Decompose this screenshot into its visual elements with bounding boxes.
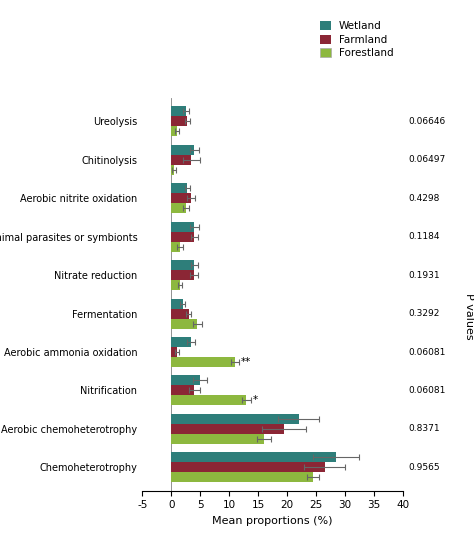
Text: 0.9565: 0.9565	[408, 463, 440, 472]
Bar	[171, 232, 194, 241]
Bar	[171, 347, 177, 357]
Bar	[171, 396, 246, 405]
Text: **: **	[241, 357, 251, 367]
Bar	[171, 462, 325, 473]
Bar	[171, 183, 187, 193]
Legend: Wetland, Farmland, Forestland: Wetland, Farmland, Forestland	[316, 17, 398, 62]
Bar	[171, 241, 180, 252]
Text: 0.06646: 0.06646	[408, 117, 446, 126]
Bar	[171, 424, 284, 434]
Bar	[171, 414, 299, 424]
Bar	[171, 144, 194, 155]
Text: 0.3292: 0.3292	[408, 309, 439, 318]
Text: 0.06081: 0.06081	[408, 348, 446, 356]
Text: 0.1184: 0.1184	[408, 232, 439, 241]
Bar	[171, 270, 194, 280]
Bar	[171, 193, 191, 203]
Text: 0.8371: 0.8371	[408, 425, 440, 433]
Bar	[171, 318, 197, 329]
Bar	[171, 337, 191, 347]
Text: *: *	[253, 396, 258, 405]
Bar	[171, 376, 200, 385]
Bar	[171, 308, 189, 318]
Bar	[171, 299, 183, 308]
Bar	[171, 155, 191, 165]
Bar	[171, 385, 194, 396]
X-axis label: Mean proportions (%): Mean proportions (%)	[212, 516, 333, 526]
Bar	[171, 116, 187, 126]
Bar	[171, 106, 186, 116]
Text: P values: P values	[464, 293, 474, 340]
Bar	[171, 473, 313, 482]
Text: 0.06081: 0.06081	[408, 386, 446, 395]
Bar	[171, 260, 194, 270]
Bar	[171, 452, 336, 462]
Text: 0.4298: 0.4298	[408, 193, 439, 203]
Bar	[171, 222, 194, 232]
Bar	[171, 165, 174, 174]
Bar	[171, 434, 264, 444]
Bar	[171, 203, 186, 213]
Bar	[171, 126, 177, 136]
Text: 0.06497: 0.06497	[408, 155, 446, 164]
Text: 0.1931: 0.1931	[408, 270, 440, 280]
Bar	[171, 280, 180, 290]
Bar	[171, 357, 235, 367]
